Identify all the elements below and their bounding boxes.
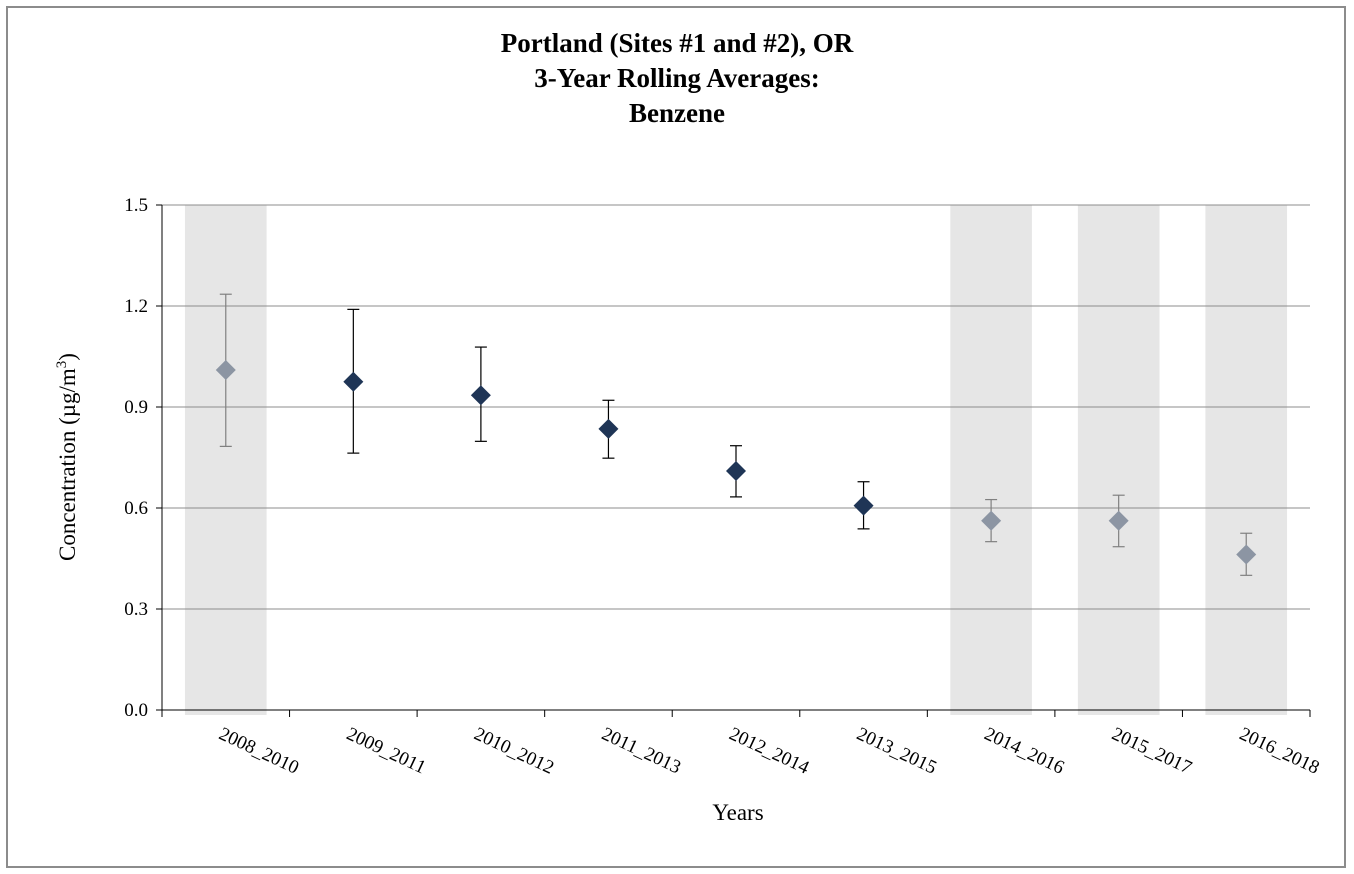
- chart-title: Portland (Sites #1 and #2), OR 3-Year Ro…: [0, 26, 1354, 131]
- y-tick-labels: 0.0 0.3 0.6 0.9 1.2 1.5: [124, 195, 148, 721]
- shade-band-2008_2010: [184, 205, 267, 715]
- data-point-2011_2013: [598, 418, 619, 439]
- data-point-2013_2015: [853, 495, 874, 516]
- chart-title-line-2: 3-Year Rolling Averages:: [534, 63, 820, 93]
- data-point-2009_2011: [343, 371, 364, 392]
- data-point-2008_2010: [215, 359, 236, 380]
- y-axis-label-close: ): [55, 353, 80, 361]
- shaded-bands: [184, 205, 1288, 715]
- x-tick-label: 2008_2010: [216, 723, 302, 778]
- y-axis-label-sup: 3: [54, 361, 70, 369]
- x-tick-label: 2015_2017: [1109, 723, 1195, 778]
- y-tick-label: 0.9: [124, 397, 148, 418]
- error-bars: [219, 293, 1253, 576]
- x-tick-label: 2009_2011: [343, 723, 429, 778]
- data-point-2016_2018: [1236, 544, 1257, 565]
- y-axis-label: Concentration (µg/m3): [54, 353, 80, 561]
- x-axis-label: Years: [712, 800, 763, 825]
- shade-band-2015_2017: [1077, 205, 1160, 715]
- chart-title-line-1: Portland (Sites #1 and #2), OR: [500, 28, 854, 58]
- x-tick-label: 2010_2012: [471, 723, 557, 778]
- x-tick-label: 2013_2015: [853, 723, 939, 778]
- data-points: [215, 359, 1257, 565]
- x-tick-label: 2012_2014: [726, 723, 813, 778]
- chart-title-line-3: Benzene: [629, 98, 725, 128]
- y-tick-label: 0.6: [124, 498, 148, 519]
- data-point-2012_2014: [726, 460, 746, 481]
- shade-band-2016_2018: [1205, 205, 1288, 715]
- data-point-2014_2016: [981, 510, 1002, 531]
- y-tick-label: 1.5: [124, 195, 148, 216]
- axes: [156, 204, 1311, 717]
- x-tick-labels: 2008_2010 2009_2011 2010_2012 2011_2013 2012…: [216, 723, 1323, 778]
- y-tick-label: 0.3: [124, 599, 148, 620]
- y-axis-label-main: Concentration (µg/m: [55, 368, 80, 561]
- x-tick-label: 2014_2016: [981, 723, 1067, 778]
- data-point-2015_2017: [1108, 510, 1129, 531]
- x-tick-label: 2011_2013: [598, 723, 684, 778]
- y-tick-label: 1.2: [124, 296, 148, 317]
- x-tick-label: 2016_2018: [1236, 723, 1322, 778]
- shade-band-2014_2016: [950, 205, 1032, 715]
- data-point-2010_2012: [470, 385, 491, 406]
- y-tick-label: 0.0: [124, 700, 148, 721]
